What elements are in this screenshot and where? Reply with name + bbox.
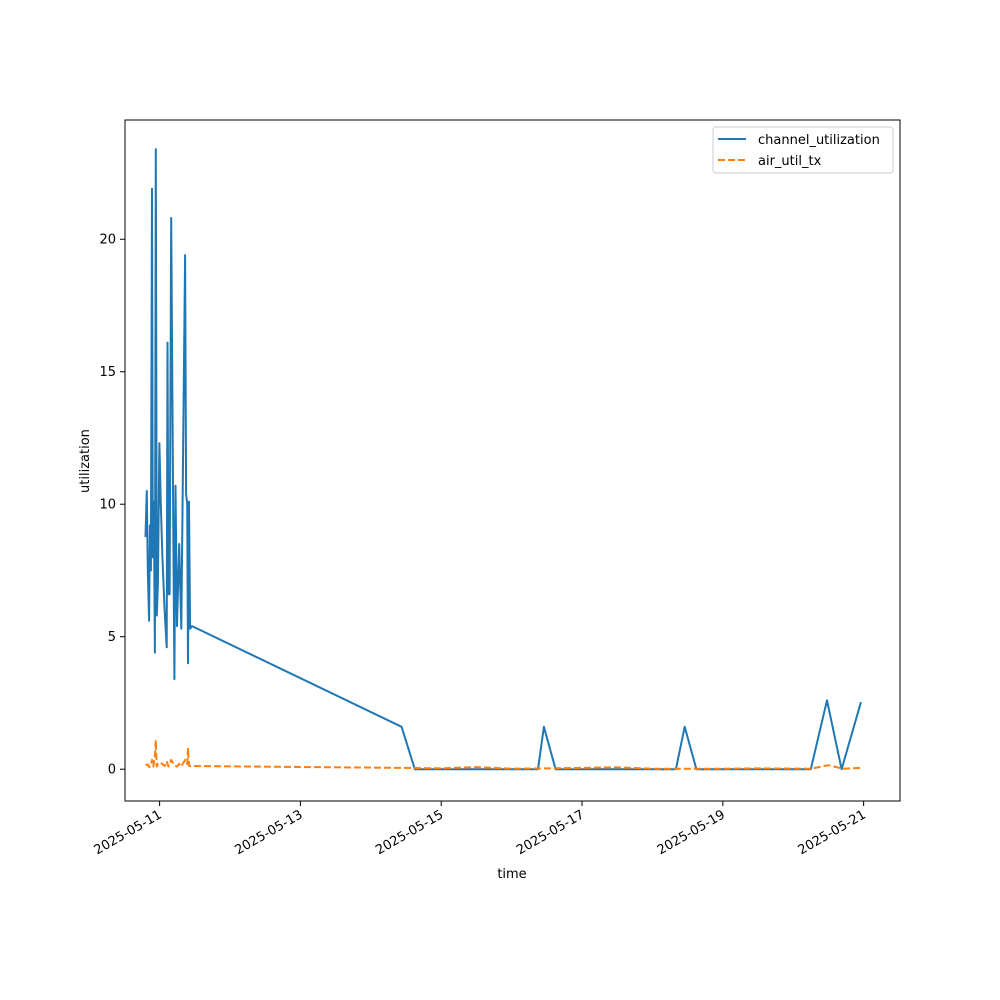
y-axis: 0 5 10 15 20 xyxy=(99,233,125,778)
y-tick-label: 20 xyxy=(99,233,116,248)
y-axis-label: utilization xyxy=(78,429,93,493)
legend-label-channel-utilization: channel_utilization xyxy=(758,133,880,148)
legend: channel_utilization air_util_tx xyxy=(712,126,894,174)
series-layer xyxy=(144,148,862,771)
series-line-channel-utilization xyxy=(144,148,862,771)
y-tick-label: 10 xyxy=(99,498,116,513)
series-line-air-util-tx xyxy=(145,739,861,770)
y-tick-label: 15 xyxy=(99,365,116,380)
plot-area xyxy=(125,120,900,801)
y-tick-label: 5 xyxy=(108,630,116,645)
y-tick-label: 0 xyxy=(108,763,116,778)
legend-label-air-util-tx: air_util_tx xyxy=(758,154,822,169)
legend-box xyxy=(712,126,894,174)
axes-frame xyxy=(124,119,901,802)
x-axis-label: time xyxy=(497,867,526,882)
axes-background xyxy=(125,120,900,801)
